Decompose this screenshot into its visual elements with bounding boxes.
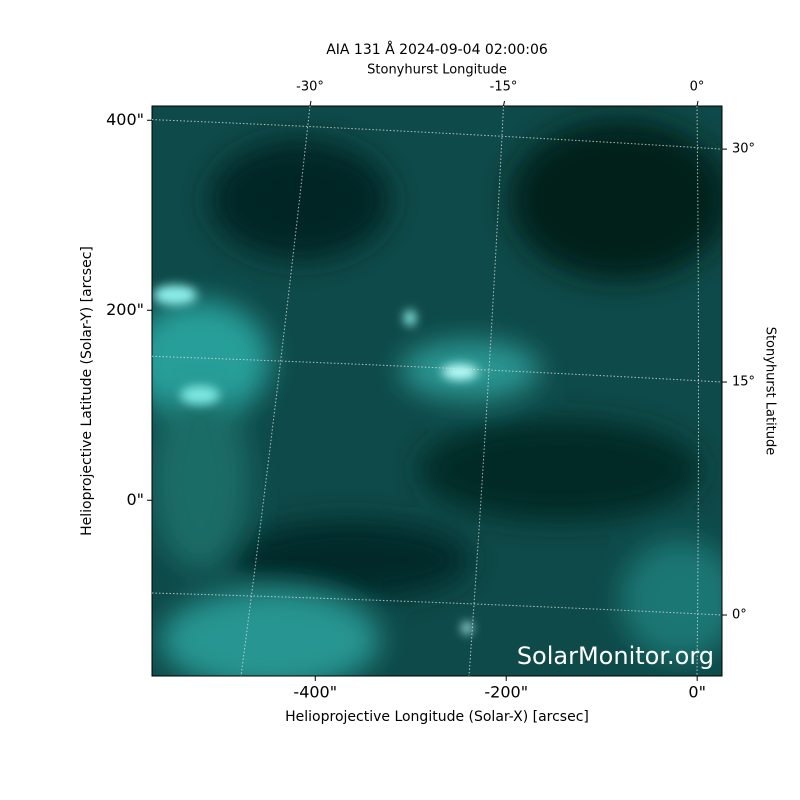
plot-frame: [151, 105, 723, 677]
lon-tick-label: -15°: [490, 80, 518, 95]
y-tick-label: 0": [126, 490, 144, 509]
lon-tick-label: -30°: [296, 80, 324, 95]
y-tick-label: 200": [106, 300, 144, 319]
x-tick-label: -200": [484, 683, 528, 702]
y-axis-label: Helioprojective Latitude (Solar-Y) [arcs…: [79, 246, 95, 536]
title: AIA 131 Å 2024-09-04 02:00:06: [326, 41, 548, 58]
lon-tick-label: 0°: [690, 80, 705, 95]
lat-grid-line: [151, 592, 723, 616]
lon-tick: [696, 100, 699, 107]
top-axis-label: Stonyhurst Longitude: [367, 63, 507, 78]
lon-grid-line: [696, 105, 699, 677]
watermark: SolarMonitor.org: [517, 642, 714, 670]
lon-tick: [309, 100, 312, 107]
lat-tick-label: 30°: [732, 142, 755, 157]
lon-tick: [503, 100, 505, 107]
x-tick-label: 0": [688, 683, 706, 702]
lat-grid-line: [151, 355, 723, 383]
lat-tick-label: 0°: [732, 608, 747, 623]
lat-tick-label: 15°: [732, 375, 755, 390]
right-axis-label: Stonyhurst Latitude: [763, 327, 778, 456]
x-axis-label: Helioprojective Longitude (Solar-X) [arc…: [285, 709, 589, 725]
x-tick-label: -400": [293, 683, 337, 702]
lon-grid-line: [240, 105, 311, 677]
lat-grid-line: [151, 119, 723, 150]
y-tick-label: 400": [106, 110, 144, 129]
solar-image: [152, 106, 722, 676]
